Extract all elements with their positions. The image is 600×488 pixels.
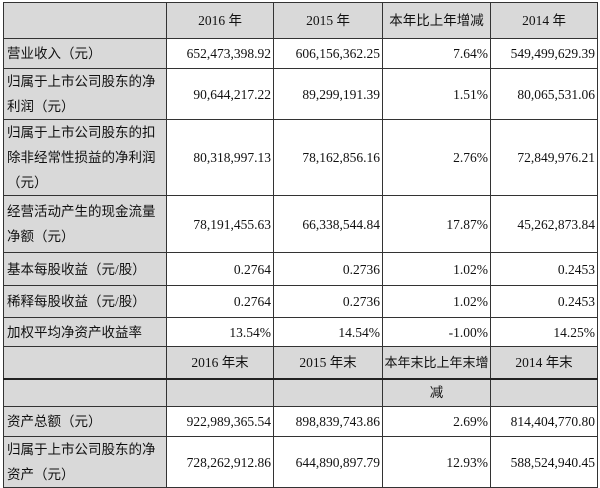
value-cell: 45,262,873.84 <box>490 195 598 253</box>
row-label: 稀释每股收益（元/股） <box>3 285 167 318</box>
value-cell: 0.2453 <box>490 285 598 318</box>
header-row-continued: 减 <box>3 377 598 407</box>
header-cell <box>273 377 383 407</box>
header-cell <box>3 346 167 379</box>
row-label: 资产总额（元） <box>3 406 167 437</box>
row-label: 归属于上市公司股东的净资产（元） <box>3 436 167 488</box>
value-cell: 0.2736 <box>273 285 383 318</box>
value-cell: 1.02% <box>382 252 491 286</box>
header-cell: 2016 年末 <box>166 346 274 379</box>
header-cell: 2015 年 <box>273 2 383 39</box>
table-row: 归属于上市公司股东的扣除非经常性损益的净利润（元） 80,318,997.13 … <box>3 119 598 196</box>
value-cell: 89,299,191.39 <box>273 68 383 120</box>
header-cell: 本年比上年增减 <box>382 2 491 39</box>
value-cell: 814,404,770.80 <box>490 406 598 437</box>
header-cell <box>166 377 274 407</box>
value-cell: 922,989,365.54 <box>166 406 274 437</box>
value-cell: 72,849,976.21 <box>490 119 598 196</box>
value-cell: 66,338,544.84 <box>273 195 383 253</box>
value-cell: 0.2764 <box>166 285 274 318</box>
header-cell: 2014 年末 <box>490 346 598 379</box>
value-cell: 652,473,398.92 <box>166 38 274 69</box>
row-label: 营业收入（元） <box>3 38 167 69</box>
value-cell: 644,890,897.79 <box>273 436 383 488</box>
row-label: 经营活动产生的现金流量净额（元） <box>3 195 167 253</box>
value-cell: 606,156,362.25 <box>273 38 383 69</box>
value-cell: 728,262,912.86 <box>166 436 274 488</box>
value-cell: 588,524,940.45 <box>490 436 598 488</box>
row-label: 归属于上市公司股东的净利润（元） <box>3 68 167 120</box>
value-cell: 17.87% <box>382 195 491 253</box>
value-cell: 13.54% <box>166 317 274 347</box>
value-cell: 2.76% <box>382 119 491 196</box>
table-row: 经营活动产生的现金流量净额（元） 78,191,455.63 66,338,54… <box>3 195 598 253</box>
table-row: 营业收入（元） 652,473,398.92 606,156,362.25 7.… <box>3 38 598 69</box>
header-cell: 本年末比上年末增 <box>382 346 491 379</box>
value-cell: 2.69% <box>382 406 491 437</box>
value-cell: -1.00% <box>382 317 491 347</box>
value-cell: 1.51% <box>382 68 491 120</box>
table-row: 资产总额（元） 922,989,365.54 898,839,743.86 2.… <box>3 406 598 437</box>
value-cell: 549,499,629.39 <box>490 38 598 69</box>
header-cell: 2014 年 <box>490 2 598 39</box>
header-cell <box>3 2 167 39</box>
value-cell: 0.2453 <box>490 252 598 286</box>
table-row: 基本每股收益（元/股） 0.2764 0.2736 1.02% 0.2453 <box>3 252 598 286</box>
table-row: 加权平均净资产收益率 13.54% 14.54% -1.00% 14.25% <box>3 317 598 347</box>
table-row: 归属于上市公司股东的净资产（元） 728,262,912.86 644,890,… <box>3 436 598 488</box>
value-cell: 14.54% <box>273 317 383 347</box>
value-cell: 898,839,743.86 <box>273 406 383 437</box>
row-label: 加权平均净资产收益率 <box>3 317 167 347</box>
value-cell: 80,065,531.06 <box>490 68 598 120</box>
value-cell: 90,644,217.22 <box>166 68 274 120</box>
row-label: 基本每股收益（元/股） <box>3 252 167 286</box>
value-cell: 78,162,856.16 <box>273 119 383 196</box>
header-cell: 2016 年 <box>166 2 274 39</box>
value-cell: 1.02% <box>382 285 491 318</box>
table-row: 归属于上市公司股东的净利润（元） 90,644,217.22 89,299,19… <box>3 68 598 120</box>
value-cell: 0.2736 <box>273 252 383 286</box>
header-cell: 减 <box>382 377 491 407</box>
value-cell: 7.64% <box>382 38 491 69</box>
value-cell: 0.2764 <box>166 252 274 286</box>
value-cell: 14.25% <box>490 317 598 347</box>
header-row: 2016 年 2015 年 本年比上年增减 2014 年 <box>3 2 598 39</box>
header-cell <box>3 377 167 407</box>
value-cell: 80,318,997.13 <box>166 119 274 196</box>
financial-summary-table: 2016 年 2015 年 本年比上年增减 2014 年 营业收入（元） 652… <box>3 2 598 488</box>
header-cell <box>490 377 598 407</box>
value-cell: 12.93% <box>382 436 491 488</box>
table-row: 稀释每股收益（元/股） 0.2764 0.2736 1.02% 0.2453 <box>3 285 598 318</box>
header-row: 2016 年末 2015 年末 本年末比上年末增 2014 年末 <box>3 346 598 379</box>
value-cell: 78,191,455.63 <box>166 195 274 253</box>
row-label: 归属于上市公司股东的扣除非经常性损益的净利润（元） <box>3 119 167 196</box>
header-cell: 2015 年末 <box>273 346 383 379</box>
